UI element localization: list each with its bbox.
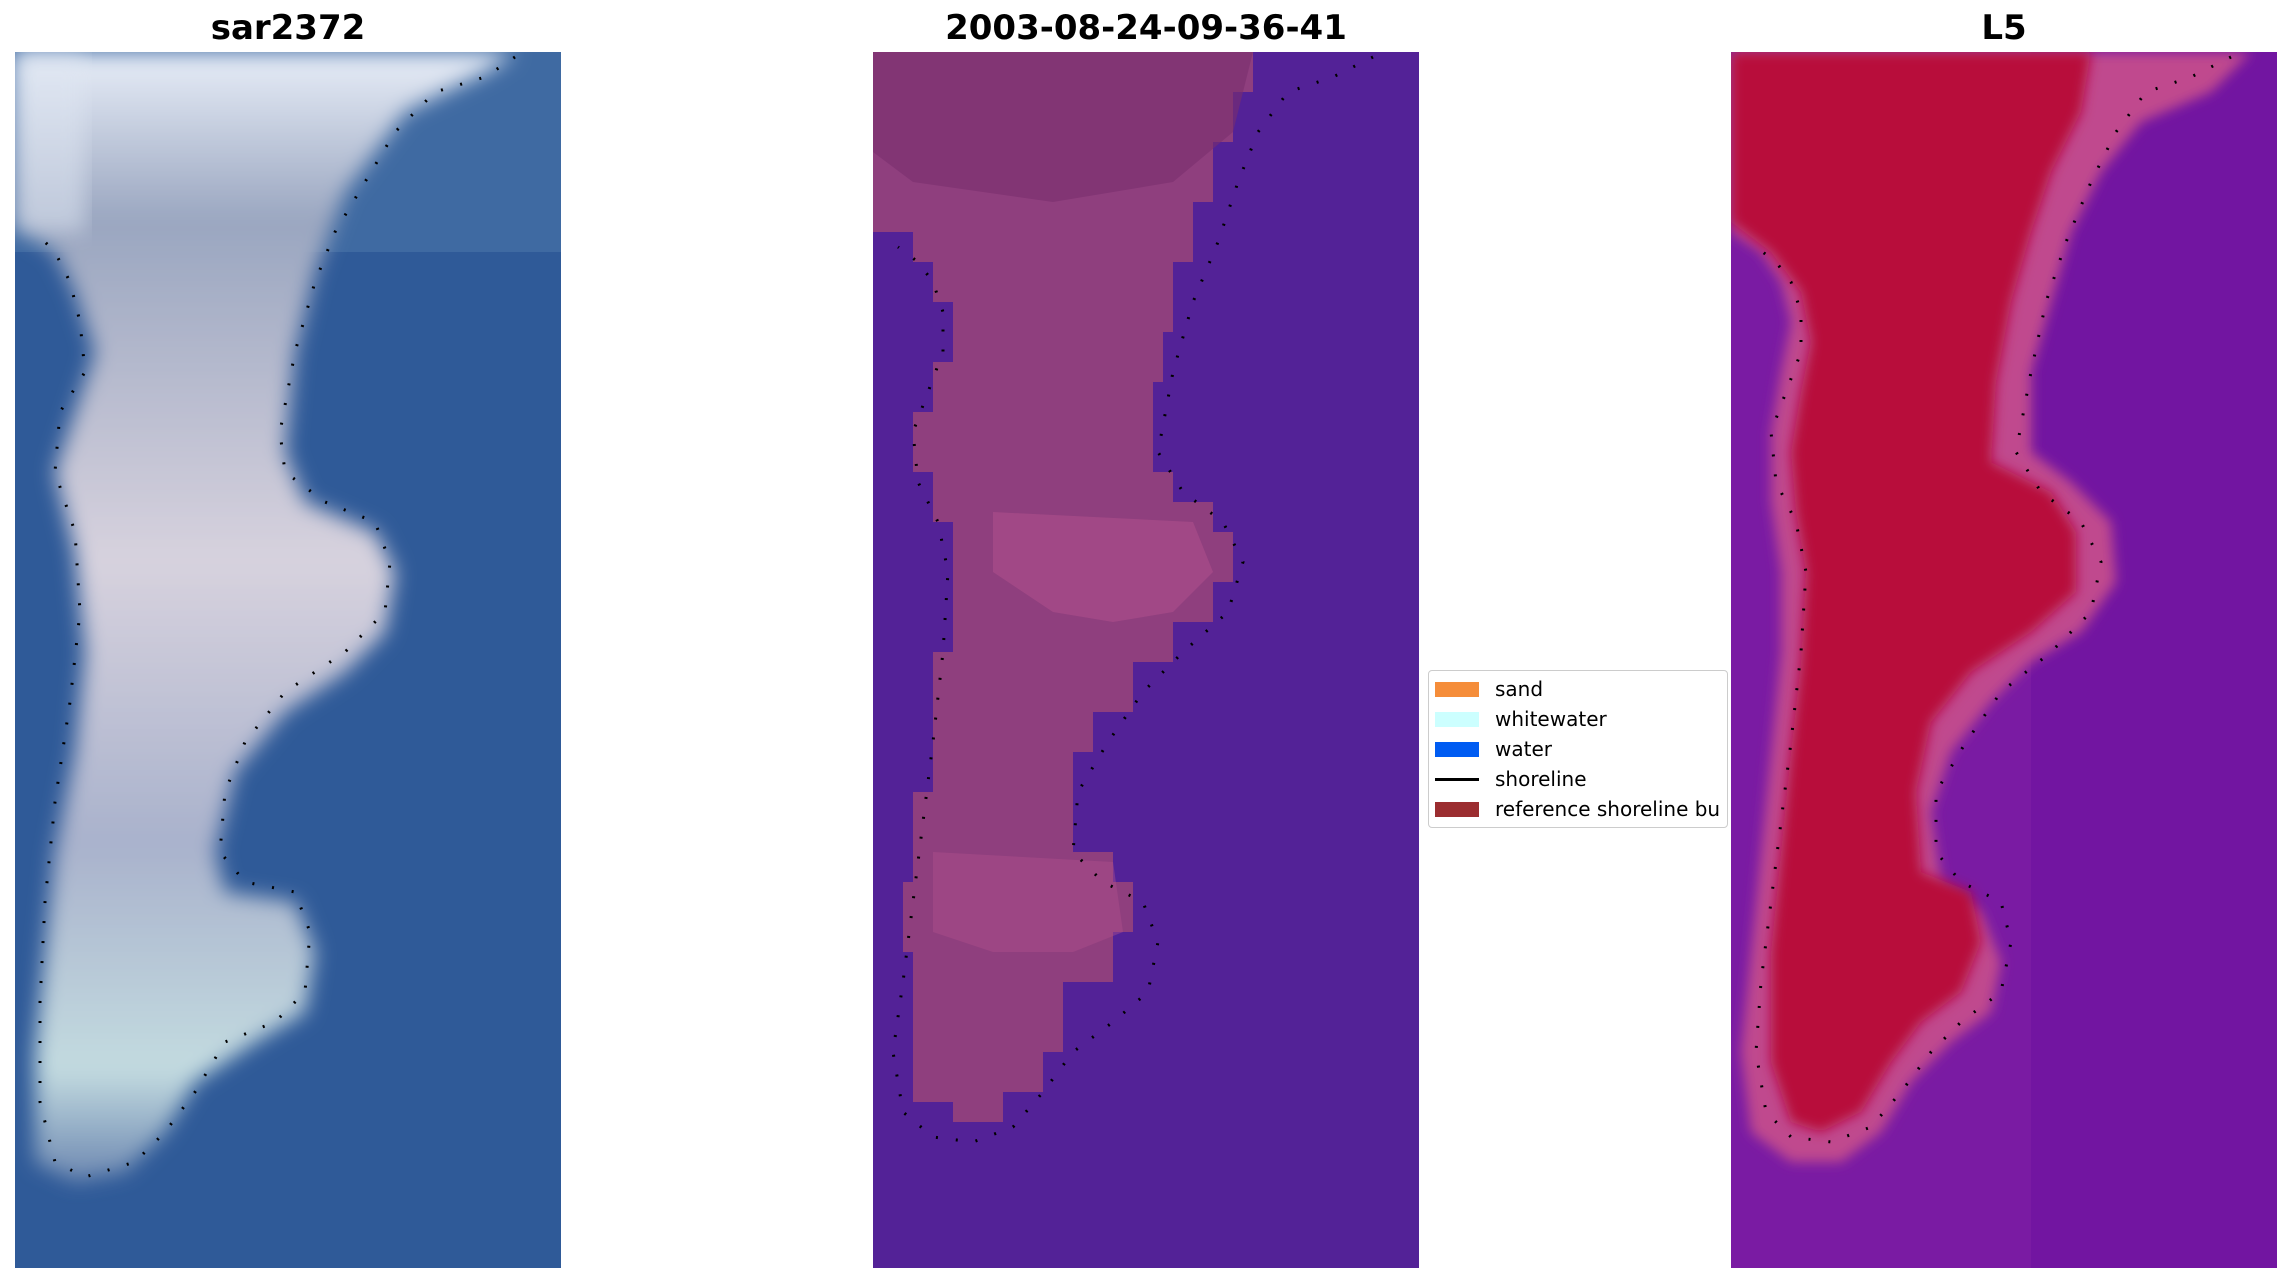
legend-item-sand: sand (1435, 677, 1543, 701)
legend: sand whitewater water shoreline referenc… (1428, 670, 1728, 828)
whitewater-swatch (1435, 711, 1479, 727)
panel-title-classification: 2003-08-24-09-36-41 (945, 8, 1347, 48)
panel-title-index: L5 (1981, 8, 2027, 48)
shoreline-line-swatch (1435, 777, 1479, 781)
legend-label-sand: sand (1495, 677, 1544, 701)
legend-item-whitewater: whitewater (1435, 707, 1607, 731)
rgb-image-panel (15, 52, 561, 1268)
legend-label-shoreline: shoreline (1495, 767, 1587, 791)
index-image (1731, 52, 2277, 1268)
panel-title-rgb: sar2372 (210, 8, 366, 48)
legend-item-water: water (1435, 737, 1552, 761)
legend-label-reference-shoreline: reference shoreline bu (1495, 797, 1721, 821)
rgb-beach-region (15, 52, 515, 1182)
sand-swatch (1435, 681, 1479, 697)
index-land-region (1731, 52, 2091, 1132)
water-swatch (1435, 741, 1479, 757)
legend-item-shoreline: shoreline (1435, 767, 1587, 791)
rgb-image (15, 52, 561, 1268)
legend-label-water: water (1495, 737, 1552, 761)
classification-panel (873, 52, 1419, 1268)
classification-image (873, 52, 1419, 1268)
legend-item-reference-shoreline: reference shoreline bu (1435, 797, 1720, 821)
reference-shoreline-swatch (1435, 801, 1479, 817)
legend-label-whitewater: whitewater (1495, 707, 1607, 731)
index-panel (1731, 52, 2277, 1268)
rgb-shoreline (38, 55, 516, 1179)
